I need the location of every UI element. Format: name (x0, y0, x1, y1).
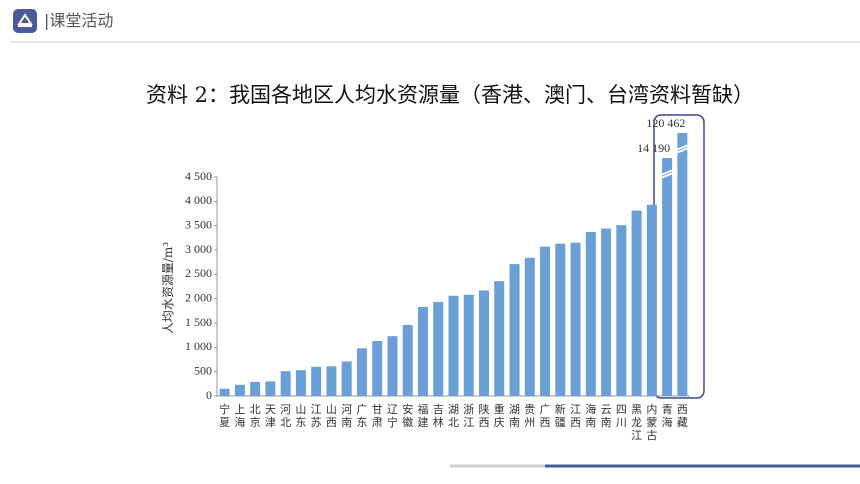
y-tick-label: 0 (206, 388, 212, 402)
x-tick-label: 甘肃 (372, 403, 383, 429)
bar (295, 370, 306, 396)
bar (585, 231, 596, 396)
bar (356, 348, 367, 396)
header-title: |课堂活动 (44, 11, 113, 30)
bar (662, 158, 673, 396)
bar (540, 246, 551, 396)
bar (631, 210, 642, 396)
bar (219, 388, 230, 396)
bar (311, 366, 322, 396)
x-tick-label: 西藏 (677, 403, 688, 429)
y-tick-label: 1 500 (185, 315, 212, 329)
bar (479, 290, 490, 396)
y-tick-label: 500 (194, 363, 212, 377)
y-tick-label: 1 000 (185, 339, 212, 353)
bar (234, 384, 245, 396)
value-label: 120 462 (646, 116, 685, 130)
bar (417, 306, 428, 396)
x-tick-label: 河北 (280, 403, 291, 429)
y-tick-label: 2 000 (185, 290, 212, 304)
bar (509, 264, 520, 396)
chart-title: 资料 2：我国各地区人均水资源量（香港、澳门、台湾资料暂缺） (146, 83, 754, 107)
x-tick-label: 北京 (250, 403, 261, 429)
y-tick-label: 2 500 (185, 266, 212, 280)
x-tick-label: 湖南 (509, 403, 520, 429)
x-tick-label: 重庆 (494, 402, 505, 429)
x-tick-label: 安徽 (402, 402, 413, 429)
header-icon (13, 9, 37, 33)
bar (402, 324, 413, 396)
x-tick-label: 海南 (585, 402, 596, 429)
x-tick-label: 广西 (540, 403, 551, 429)
x-tick-label: 云南 (601, 403, 612, 429)
x-tick-label: 上海 (234, 403, 245, 429)
x-tick-label: 湖北 (448, 403, 459, 429)
x-tick-label: 广东 (356, 403, 367, 429)
x-tick-label: 内蒙古 (646, 402, 657, 442)
x-tick-label: 福建 (417, 402, 428, 429)
bar (616, 225, 627, 396)
bar (250, 381, 261, 396)
x-tick-label: 贵州 (524, 403, 535, 429)
bar (326, 366, 337, 396)
y-axis-label: 人均水资源量/m³ (161, 242, 175, 334)
x-tick-label: 辽宁 (387, 403, 398, 429)
bar (372, 341, 383, 396)
x-tick-label: 黑龙江 (631, 403, 642, 442)
x-tick-label: 吉林 (433, 403, 444, 429)
x-tick-label: 青海 (662, 403, 673, 429)
y-tick-label: 3 000 (185, 242, 212, 256)
bar (387, 336, 398, 396)
bar (524, 257, 535, 396)
x-tick-label: 四川 (616, 403, 627, 429)
bar (463, 294, 474, 396)
icon-glyph (17, 13, 33, 27)
bar (448, 295, 459, 396)
axis-break (660, 169, 674, 179)
x-tick-label: 浙江 (463, 403, 474, 429)
bar (280, 371, 291, 396)
bar (494, 281, 505, 396)
x-tick-label: 新疆 (555, 402, 566, 429)
y-tick-label: 3 500 (185, 217, 212, 231)
bar (265, 381, 276, 396)
x-tick-label: 河南 (341, 403, 352, 429)
bar (646, 204, 657, 396)
y-tick-label: 4 500 (185, 169, 212, 183)
bar (555, 243, 566, 396)
x-tick-label: 江西 (570, 403, 581, 429)
x-tick-label: 天津 (265, 403, 276, 429)
bar (570, 242, 581, 396)
x-tick-label: 宁夏 (219, 402, 230, 429)
bar (677, 133, 688, 396)
x-tick-label: 江苏 (311, 403, 322, 429)
x-tick-label: 陕西 (479, 402, 490, 429)
bar (341, 361, 352, 396)
y-tick-label: 4 000 (185, 193, 212, 207)
bar (433, 302, 444, 396)
bar (601, 228, 612, 396)
value-label: 14 190 (637, 141, 670, 155)
x-tick-label: 山东 (295, 403, 306, 429)
x-tick-label: 山西 (326, 403, 337, 429)
axis-break (675, 144, 689, 154)
